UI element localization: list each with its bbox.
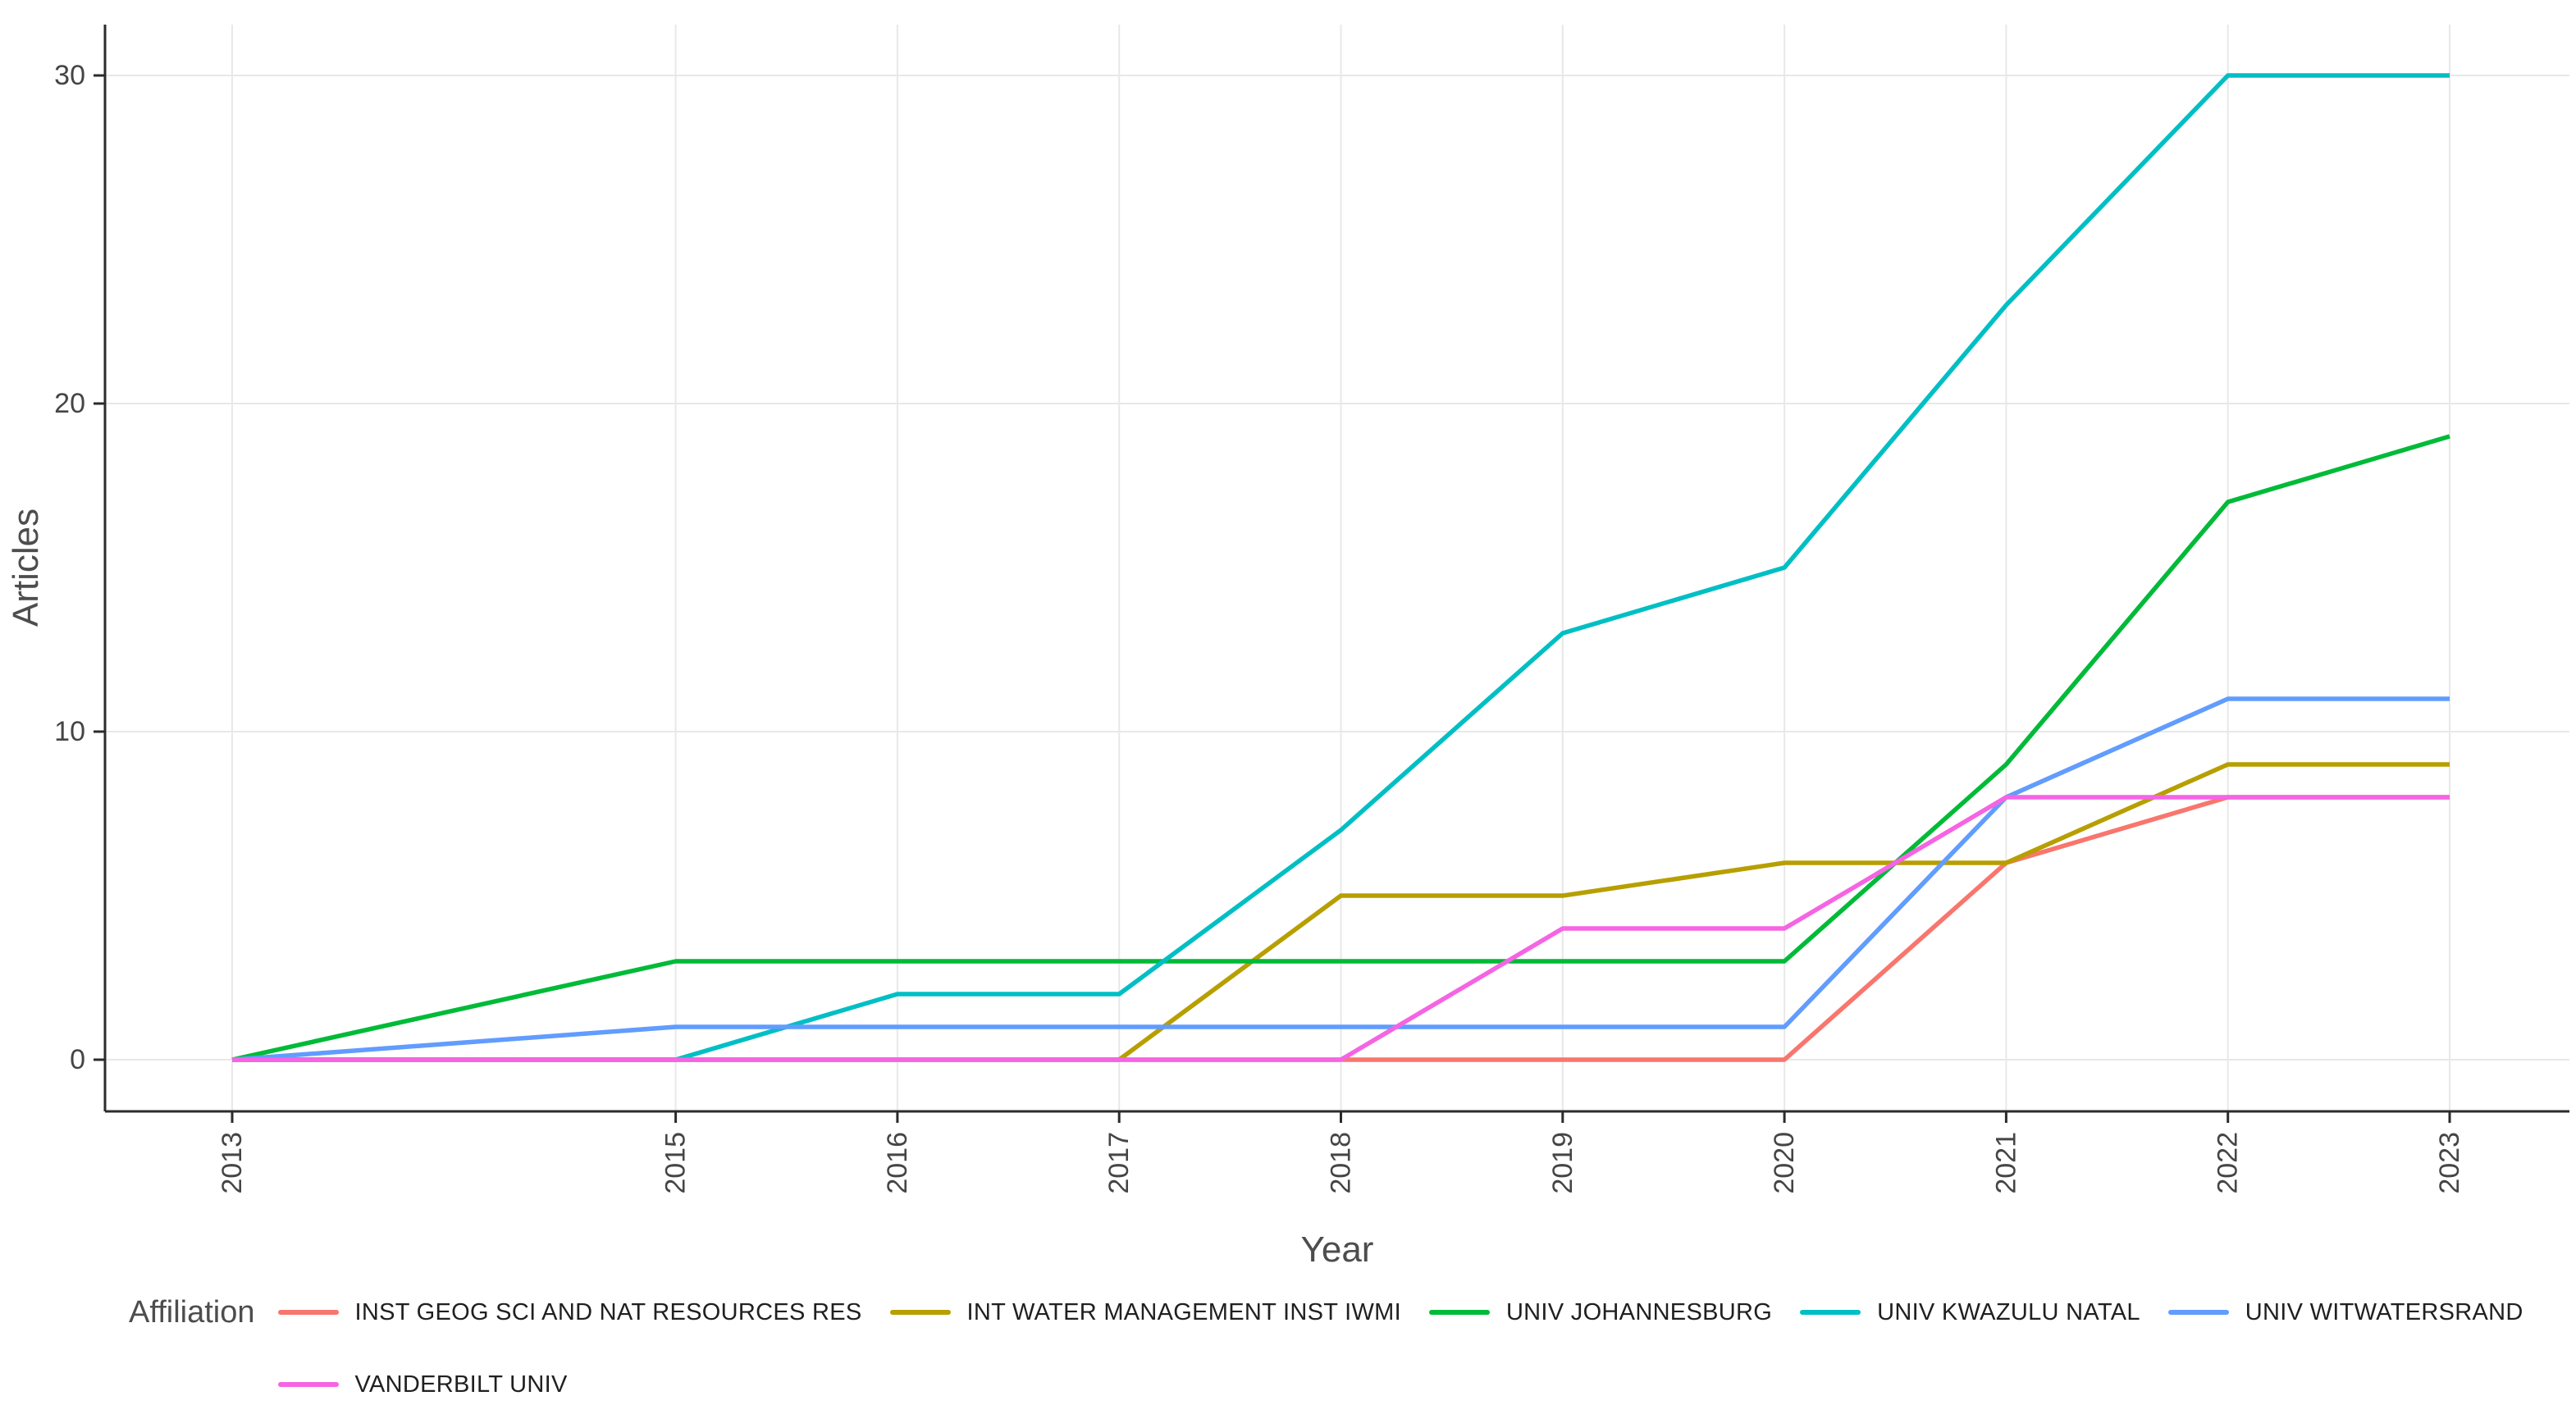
legend-label: UNIV WITWATERSRAND [2245, 1298, 2523, 1325]
x-tick-label: 2023 [2434, 1132, 2465, 1194]
legend-item-univ-witwatersrand: UNIV WITWATERSRAND [2167, 1298, 2523, 1326]
x-axis-title: Year [1301, 1229, 1374, 1270]
series-line-univ-witwatersrand [231, 696, 2450, 1062]
legend-label: INT WATER MANAGEMENT INST IWMI [966, 1298, 1401, 1325]
legend-item-vanderbilt-univ: VANDERBILT UNIV [277, 1371, 568, 1398]
y-tick-label: 10 [54, 716, 85, 747]
legend-key-icon [1428, 1310, 1490, 1315]
legend-key-icon [277, 1310, 339, 1315]
legend-key-icon [1800, 1310, 1861, 1315]
legend-key-icon [889, 1310, 951, 1315]
y-tick-label: 20 [54, 388, 85, 419]
axis-layer: 0 10 20 30 2013 2015 2016 2017 2018 2019 2020 2021 2… [54, 25, 2569, 1194]
series-line-univ-johannesburg [231, 434, 2450, 1062]
legend-label: VANDERBILT UNIV [354, 1371, 568, 1398]
grid-layer [105, 25, 2569, 1111]
y-tick-label: 0 [70, 1044, 85, 1075]
x-tick-label: 2015 [660, 1132, 692, 1194]
legend-key-icon [277, 1382, 339, 1387]
legend-item-inst-geog-sci-and-nat-resources-res: INST GEOG SCI AND NAT RESOURCES RES [277, 1298, 862, 1326]
legend-item-univ-johannesburg: UNIV JOHANNESBURG [1428, 1298, 1773, 1326]
y-axis-title: Articles [6, 509, 46, 627]
legend-label: INST GEOG SCI AND NAT RESOURCES RES [354, 1298, 862, 1325]
x-tick-label: 2016 [882, 1132, 913, 1194]
legend-row: VANDERBILT UNIV [277, 1368, 2523, 1401]
legend-label: UNIV KWAZULU NATAL [1877, 1298, 2140, 1325]
legend-key-icon [2167, 1310, 2229, 1315]
legend-item-univ-kwazulu-natal: UNIV KWAZULU NATAL [1800, 1299, 2140, 1326]
x-tick-label: 2022 [2213, 1132, 2244, 1194]
legend-item-int-water-management-inst-iwmi: INT WATER MANAGEMENT INST IWMI [889, 1298, 1401, 1326]
legend-rows: INST GEOG SCI AND NAT RESOURCES RES INT W… [277, 1296, 2523, 1401]
series-line-vanderbilt-univ [232, 795, 2450, 1062]
x-tick-label: 2020 [1769, 1132, 1800, 1194]
y-tick-label: 30 [54, 60, 85, 91]
legend-row: INST GEOG SCI AND NAT RESOURCES RES INT W… [277, 1296, 2523, 1329]
x-tick-label: 2018 [1326, 1132, 1357, 1194]
legend-label: UNIV JOHANNESBURG [1505, 1298, 1773, 1325]
legend: Affiliation INST GEOG SCI AND NAT RESOUR… [129, 1296, 2523, 1401]
series-layer [231, 73, 2450, 1062]
legend-title: Affiliation [129, 1295, 255, 1330]
x-tick-label: 2021 [1990, 1132, 2021, 1194]
x-tick-label: 2019 [1547, 1132, 1578, 1194]
x-tick-label: 2017 [1103, 1132, 1135, 1194]
x-tick-label: 2013 [217, 1132, 248, 1194]
